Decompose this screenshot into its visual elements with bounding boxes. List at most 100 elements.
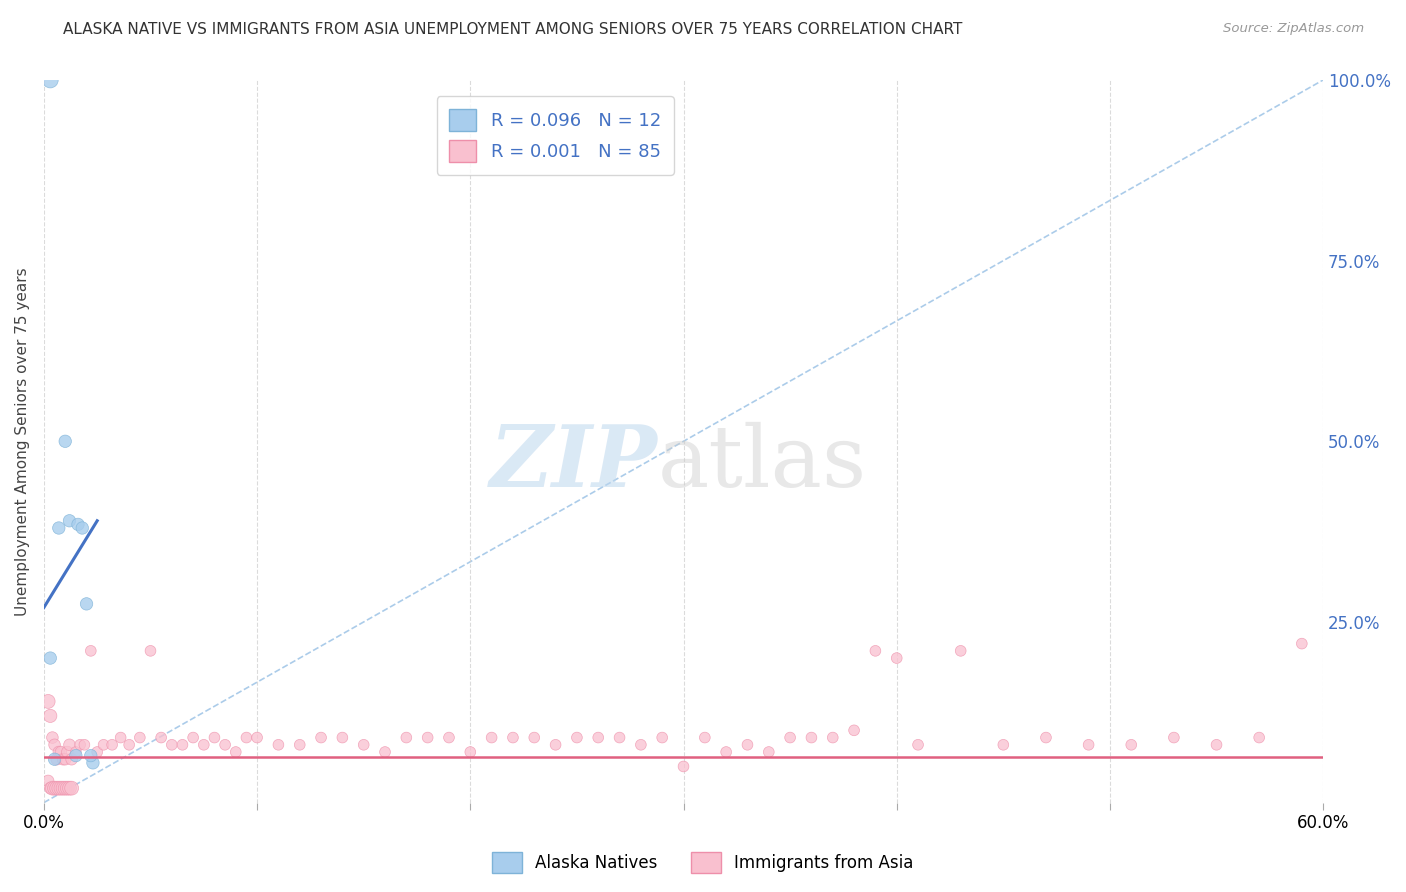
Point	[502, 731, 524, 745]
Point	[865, 644, 887, 658]
Point	[1163, 731, 1185, 745]
Point	[72, 521, 94, 535]
Point	[609, 731, 631, 745]
Point	[65, 745, 87, 759]
Point	[1035, 731, 1057, 745]
Point	[41, 731, 63, 745]
Point	[53, 434, 76, 449]
Point	[193, 738, 215, 752]
Point	[80, 748, 103, 763]
Point	[60, 752, 83, 766]
Point	[758, 745, 780, 759]
Point	[214, 738, 236, 752]
Point	[60, 781, 83, 796]
Point	[949, 644, 972, 658]
Point	[53, 752, 76, 766]
Point	[416, 731, 439, 745]
Point	[523, 731, 546, 745]
Point	[101, 738, 124, 752]
Point	[48, 781, 70, 796]
Point	[39, 781, 62, 796]
Point	[39, 651, 62, 665]
Point	[66, 517, 89, 532]
Point	[44, 781, 66, 796]
Point	[172, 738, 194, 752]
Point	[395, 731, 418, 745]
Point	[56, 781, 79, 796]
Point	[181, 731, 204, 745]
Point	[1077, 738, 1099, 752]
Point	[779, 731, 801, 745]
Y-axis label: Unemployment Among Seniors over 75 years: Unemployment Among Seniors over 75 years	[15, 267, 30, 615]
Point	[118, 738, 141, 752]
Point	[235, 731, 257, 745]
Point	[458, 745, 481, 759]
Point	[204, 731, 226, 745]
Point	[374, 745, 396, 759]
Point	[86, 745, 108, 759]
Point	[565, 731, 588, 745]
Point	[267, 738, 290, 752]
Point	[544, 738, 567, 752]
Point	[58, 514, 80, 528]
Point	[139, 644, 162, 658]
Point	[76, 597, 98, 611]
Point	[82, 756, 104, 770]
Point	[49, 781, 72, 796]
Point	[80, 644, 103, 658]
Text: atlas: atlas	[658, 421, 868, 505]
Point	[53, 781, 76, 796]
Point	[288, 738, 311, 752]
Legend: R = 0.096   N = 12, R = 0.001   N = 85: R = 0.096 N = 12, R = 0.001 N = 85	[437, 96, 673, 175]
Point	[651, 731, 673, 745]
Point	[1291, 637, 1313, 651]
Text: Source: ZipAtlas.com: Source: ZipAtlas.com	[1223, 22, 1364, 36]
Point	[58, 781, 80, 796]
Point	[93, 738, 115, 752]
Point	[886, 651, 908, 665]
Point	[150, 731, 173, 745]
Point	[44, 738, 66, 752]
Point	[45, 752, 67, 766]
Point	[672, 759, 695, 773]
Point	[309, 731, 332, 745]
Text: ALASKA NATIVE VS IMMIGRANTS FROM ASIA UNEMPLOYMENT AMONG SENIORS OVER 75 YEARS C: ALASKA NATIVE VS IMMIGRANTS FROM ASIA UN…	[63, 22, 963, 37]
Point	[1205, 738, 1227, 752]
Point	[353, 738, 375, 752]
Point	[586, 731, 609, 745]
Point	[737, 738, 759, 752]
Point	[481, 731, 503, 745]
Point	[800, 731, 823, 745]
Point	[693, 731, 716, 745]
Point	[714, 745, 737, 759]
Point	[48, 521, 70, 535]
Point	[58, 738, 80, 752]
Point	[44, 752, 66, 766]
Point	[65, 748, 87, 763]
Point	[45, 781, 67, 796]
Point	[630, 738, 652, 752]
Point	[437, 731, 460, 745]
Point	[821, 731, 844, 745]
Point	[1249, 731, 1271, 745]
Point	[225, 745, 247, 759]
Point	[49, 745, 72, 759]
Point	[110, 731, 132, 745]
Point	[56, 745, 79, 759]
Point	[48, 745, 70, 759]
Point	[37, 694, 59, 708]
Point	[37, 773, 59, 788]
Point	[842, 723, 865, 738]
Point	[993, 738, 1015, 752]
Point	[1121, 738, 1143, 752]
Point	[52, 752, 75, 766]
Point	[907, 738, 929, 752]
Point	[128, 731, 150, 745]
Point	[39, 709, 62, 723]
Point	[52, 781, 75, 796]
Point	[160, 738, 183, 752]
Point	[41, 781, 63, 796]
Point	[69, 738, 91, 752]
Point	[246, 731, 269, 745]
Point	[39, 73, 62, 87]
